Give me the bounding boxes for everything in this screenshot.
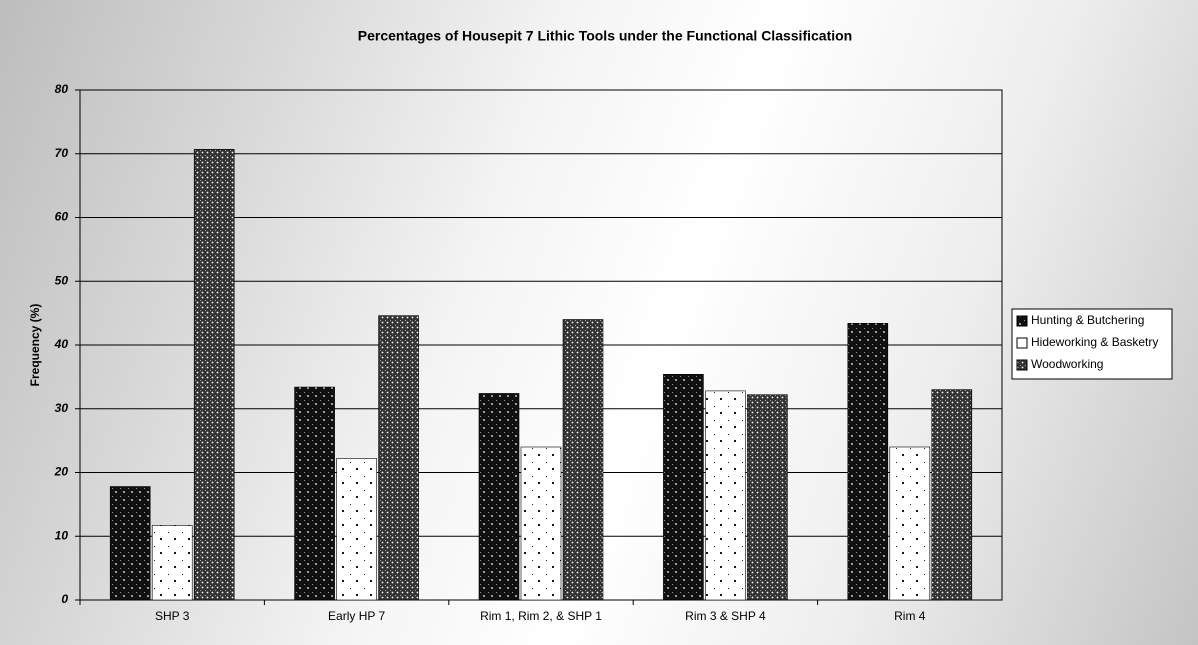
legend-label: Hunting & Butchering (1031, 313, 1144, 327)
bar (520, 446, 562, 601)
bar (931, 389, 973, 601)
x-tick-label: SHP 3 (155, 609, 190, 623)
y-tick-label: 10 (55, 528, 69, 542)
bar (889, 446, 931, 601)
bar (336, 458, 377, 601)
bar (151, 525, 193, 601)
y-tick-label: 30 (55, 401, 69, 415)
x-tick-label: Early HP 7 (328, 609, 385, 623)
y-tick-label: 60 (55, 210, 69, 224)
legend-label: Woodworking (1031, 357, 1103, 371)
legend (1011, 308, 1173, 380)
bar (193, 148, 235, 601)
legend-label: Hideworking & Basketry (1031, 335, 1158, 349)
y-tick-label: 20 (54, 465, 69, 479)
y-tick-label: 0 (61, 592, 68, 606)
legend-swatch (1016, 359, 1028, 371)
y-tick-label: 50 (55, 273, 69, 287)
legend-swatch (1016, 337, 1028, 349)
chart-title: Percentages of Housepit 7 Lithic Tools u… (358, 28, 852, 44)
bar (478, 393, 520, 601)
x-tick-label: Rim 4 (894, 609, 926, 623)
x-tick-label: Rim 1, Rim 2, & SHP 1 (480, 609, 602, 623)
bar (747, 394, 788, 601)
x-tick-label: Rim 3 & SHP 4 (685, 609, 766, 623)
bar (378, 315, 419, 601)
y-tick-label: 70 (55, 146, 69, 160)
y-tick-label: 40 (54, 337, 69, 351)
bar (109, 486, 151, 601)
legend-swatch (1016, 315, 1028, 327)
y-tick-label: 80 (55, 82, 69, 96)
bar (663, 374, 704, 601)
bar (705, 390, 746, 601)
bar (562, 319, 604, 601)
y-axis-label: Frequency (%) (28, 304, 42, 387)
bar (294, 386, 335, 601)
bar (847, 323, 889, 601)
